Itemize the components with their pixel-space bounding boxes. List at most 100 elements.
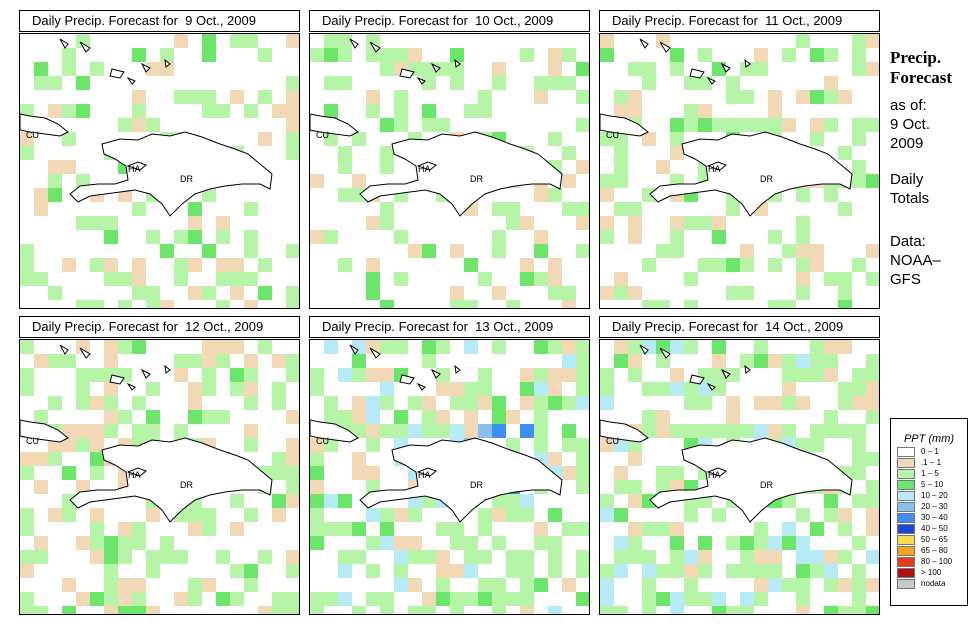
precip-cell <box>478 368 492 382</box>
precip-cell <box>48 76 62 90</box>
country-label-ha: HA <box>708 470 721 480</box>
precip-cell <box>562 438 576 452</box>
precip-cell <box>614 340 628 354</box>
precip-cell <box>600 216 614 230</box>
precip-cell <box>62 354 76 368</box>
precip-cell <box>34 452 48 466</box>
precip-cell <box>492 592 506 606</box>
precip-cell <box>324 230 338 244</box>
precip-cell <box>202 188 216 202</box>
precip-cell <box>310 522 324 536</box>
precip-cell <box>852 160 866 174</box>
precip-cell <box>34 62 48 76</box>
legend-item: > 100 <box>891 568 967 579</box>
precip-cell <box>76 216 90 230</box>
precip-cell <box>824 354 838 368</box>
precip-cell <box>866 578 879 592</box>
precip-cell <box>548 62 562 76</box>
legend-item: .1 – 1 <box>891 458 967 469</box>
country-label-dr: DR <box>180 480 193 490</box>
precip-cell <box>408 424 422 438</box>
precip-cell <box>796 438 810 452</box>
precip-cell <box>394 508 408 522</box>
precip-cell <box>450 606 464 614</box>
precip-cell <box>422 606 436 614</box>
precip-cell <box>408 606 422 614</box>
precip-cell <box>726 606 740 614</box>
precip-cell <box>824 188 838 202</box>
precip-cell <box>852 536 866 550</box>
precip-cell <box>866 410 879 424</box>
precip-cell <box>642 550 656 564</box>
as-of-line: as of: <box>890 97 927 114</box>
precip-cell <box>146 410 160 424</box>
precip-cell <box>656 592 670 606</box>
precip-cell <box>600 494 614 508</box>
precip-cell <box>824 272 838 286</box>
precip-cell <box>492 340 506 354</box>
precip-cell <box>132 522 146 536</box>
precip-cell <box>160 536 174 550</box>
legend-title: PPT (mm) <box>903 433 955 445</box>
precip-cell <box>258 258 272 272</box>
precip-cell <box>76 76 90 90</box>
precip-cell <box>366 508 380 522</box>
precip-cell <box>464 564 478 578</box>
precip-cell <box>338 160 352 174</box>
precip-cell <box>146 62 160 76</box>
precip-cell <box>132 118 146 132</box>
legend-swatch <box>897 447 915 457</box>
precip-cell <box>408 48 422 62</box>
precip-legend: PPT (mm) 0 – 1 .1 – 1 1 – 5 5 – 10 10 – 20 20… <box>890 418 968 606</box>
precip-cell <box>20 272 34 286</box>
precip-cell <box>520 216 534 230</box>
precip-cell <box>338 34 352 48</box>
precip-cell <box>394 550 408 564</box>
precip-cell <box>712 216 726 230</box>
precip-cell <box>338 146 352 160</box>
precip-cell <box>48 174 62 188</box>
legend-label: 5 – 10 <box>921 480 944 489</box>
precip-cell <box>324 76 338 90</box>
precip-cell <box>436 62 450 76</box>
precip-cell <box>656 300 670 308</box>
precip-cell <box>698 424 712 438</box>
legend-label: nodata <box>921 579 946 588</box>
precip-cell <box>600 396 614 410</box>
precip-cell <box>520 272 534 286</box>
precip-cell <box>642 424 656 438</box>
precip-cell <box>324 340 338 354</box>
precip-cell <box>740 62 754 76</box>
precip-cell <box>202 244 216 258</box>
coastline <box>126 161 147 171</box>
precip-cell <box>202 90 216 104</box>
legend-swatch <box>897 513 915 523</box>
precip-cell <box>478 550 492 564</box>
precip-cell <box>216 258 230 272</box>
precip-cell <box>796 90 810 104</box>
precip-cell <box>272 382 286 396</box>
precip-cell <box>506 564 520 578</box>
precip-cell <box>230 592 244 606</box>
precip-cell <box>464 104 478 118</box>
precip-cell <box>478 578 492 592</box>
coastline <box>430 62 441 73</box>
precip-cell <box>754 522 768 536</box>
precip-cell <box>492 62 506 76</box>
precip-cell <box>366 466 380 480</box>
country-label-cu: CU <box>316 130 329 140</box>
precip-cell <box>548 258 562 272</box>
precip-cell <box>146 230 160 244</box>
side-title-line: Forecast <box>890 68 952 87</box>
coastline <box>69 131 273 217</box>
precip-cell <box>366 216 380 230</box>
precip-cell <box>272 452 286 466</box>
precip-cell <box>104 606 118 614</box>
precip-cell <box>782 368 796 382</box>
precip-cell <box>34 480 48 494</box>
precip-cell <box>684 564 698 578</box>
precip-cell <box>656 244 670 258</box>
precip-cell <box>422 118 436 132</box>
precip-cell <box>62 258 76 272</box>
coastline <box>109 374 125 385</box>
